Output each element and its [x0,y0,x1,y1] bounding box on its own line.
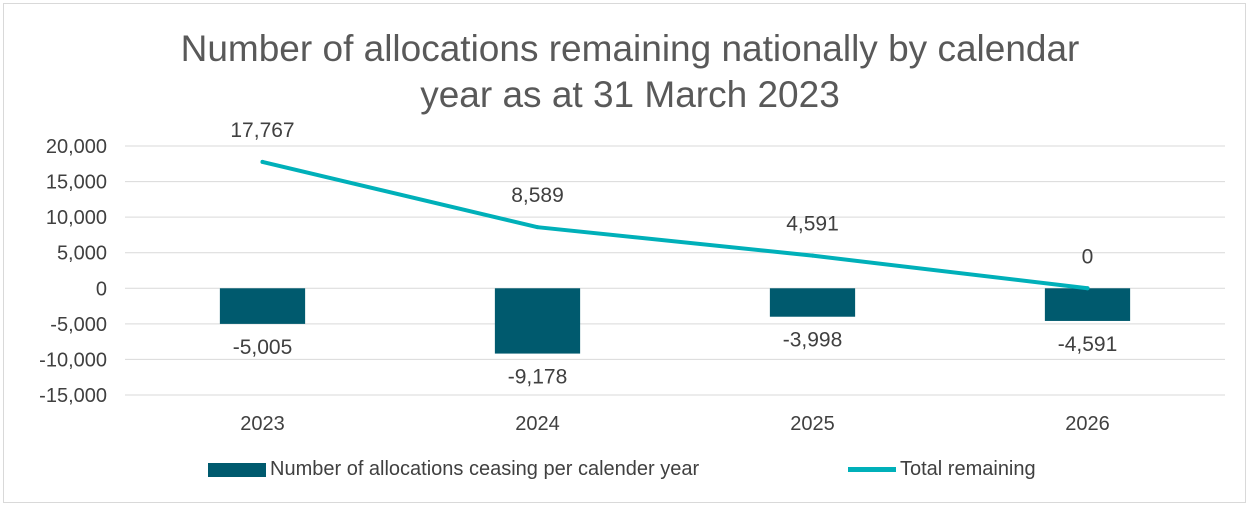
bar-data-label: -4,591 [1058,333,1118,356]
bar-data-label: -3,998 [783,329,843,352]
legend-item-line: Total remaining [848,458,1036,481]
legend-label-bar: Number of allocations ceasing per calend… [270,458,700,480]
bar [219,288,306,324]
line-data-label: 4,591 [786,213,839,236]
y-tick-label: -5,000 [50,314,107,336]
line-data-label: 8,589 [511,184,564,207]
line-point [1085,286,1090,291]
x-tick-label: 2024 [515,413,560,435]
y-tick-label: 20,000 [46,136,107,158]
legend-item-bar: Number of allocations ceasing per calend… [208,458,699,481]
bar [769,288,856,317]
line-point [810,253,815,258]
series-line [260,159,1090,291]
line-data-label: 17,767 [230,119,294,142]
x-tick-label: 2023 [240,413,285,435]
line-data-label: 0 [1082,245,1094,268]
bar-data-label: -5,005 [233,336,293,359]
y-tick-label: -15,000 [39,385,107,407]
legend-swatch-bar [208,462,266,477]
bar [494,288,581,354]
line-point [535,225,540,230]
legend-swatch-line [848,467,896,472]
chart-frame [3,3,1246,503]
x-tick-label: 2026 [1065,413,1110,435]
chart-title-line-1: Number of allocations remaining national… [180,28,1080,69]
bar [1044,288,1131,321]
y-tick-label: -10,000 [39,349,107,371]
y-tick-label: 15,000 [46,172,107,194]
chart-title-line-2: year as at 31 March 2023 [420,74,840,115]
legend-label-line: Total remaining [900,458,1036,480]
bar-data-label: -9,178 [508,366,568,389]
y-tick-label: 5,000 [57,243,107,265]
line-point [260,159,265,164]
x-tick-label: 2025 [790,413,835,435]
chart-title: Number of allocations remaining national… [0,26,1250,118]
y-tick-label: 0 [96,278,107,300]
y-tick-label: 10,000 [46,207,107,229]
legend: Number of allocations ceasing per calend… [0,458,1250,488]
